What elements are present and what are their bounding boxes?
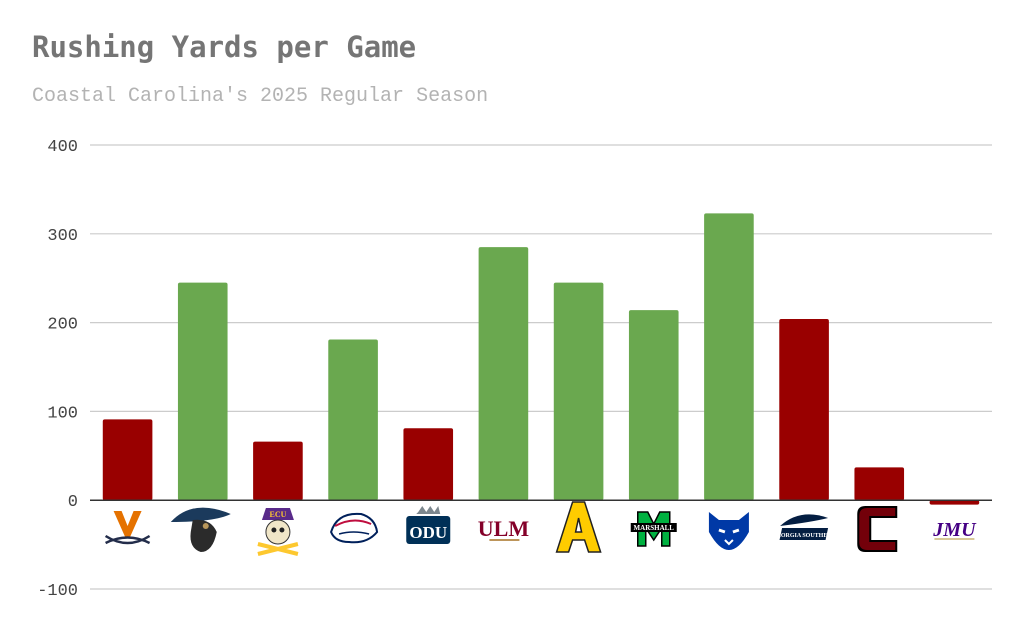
y-tick-label: 400: [47, 138, 78, 157]
logo-label: ECU: [269, 510, 286, 519]
ulm-warhawks-logo: ULM: [478, 516, 530, 541]
c-letter: [859, 508, 896, 550]
bar: [177, 282, 228, 501]
bar: [779, 319, 829, 501]
y-tick-label: -100: [37, 582, 78, 601]
eyes: [718, 528, 740, 534]
logo-label: JMU: [932, 519, 977, 541]
stripe: [334, 519, 372, 527]
y-axis-ticks: -100 0 100 200 300 400: [37, 138, 78, 601]
bar: [253, 441, 303, 501]
logo-label: GEORGIA SOUTHERN: [772, 533, 837, 539]
bar: [102, 419, 153, 501]
chart-subtitle: Coastal Carolina's 2025 Regular Season: [32, 85, 489, 108]
georgia-state-panther-logo: [708, 512, 749, 550]
crossbones: [257, 542, 299, 556]
a-letter: [555, 501, 602, 553]
virginia-v-sabres-logo: [104, 511, 151, 545]
jmu-logo: JMU: [932, 519, 977, 541]
sabre: [104, 534, 151, 545]
stripe: [338, 531, 370, 535]
v-shape: [113, 511, 142, 538]
hat-emblem: [202, 523, 209, 529]
face: [190, 519, 217, 552]
logo-band: [779, 528, 829, 540]
logo-label: ODU: [409, 523, 447, 542]
marshall-m-logo: MARSHALL: [630, 511, 677, 547]
y-tick-label: 100: [47, 404, 78, 423]
jaguar-head: [330, 512, 379, 544]
bar: [328, 339, 378, 501]
hat: [261, 508, 294, 520]
eye: [279, 527, 285, 533]
south-alabama-jaguar-logo: [330, 512, 379, 544]
y-tick-label: 200: [47, 316, 78, 335]
logo-label: MARSHALL: [634, 524, 675, 532]
charlotte-pirate-logo: [170, 507, 231, 552]
bar: [553, 282, 604, 501]
sabre: [105, 536, 151, 545]
bars: [102, 213, 980, 505]
south-carolina-gamecock-logo: [857, 506, 898, 552]
logo-block: [406, 516, 451, 544]
odu-monarchs-logo: ODU: [406, 506, 451, 544]
chart-title: Rushing Yards per Game: [32, 30, 417, 64]
gridlines: [90, 144, 992, 590]
y-tick-label: 300: [47, 227, 78, 246]
logo-label: ULM: [478, 516, 530, 541]
bar: [929, 500, 980, 505]
eye: [271, 527, 277, 533]
crown: [416, 506, 441, 514]
eagle-head: [780, 514, 829, 526]
bar: [628, 310, 679, 501]
skull: [265, 519, 291, 545]
bar: [854, 467, 905, 501]
bar: [403, 428, 454, 501]
georgia-southern-eagle-logo: GEORGIA SOUTHERN: [772, 514, 837, 540]
mouth: [724, 539, 734, 546]
team-logos: ECU ODU ULM MARSHALL GEORGIA SOUTHERN JMU: [104, 501, 977, 556]
gamecock: [877, 520, 890, 534]
hat: [170, 507, 231, 522]
ecu-pirate-skull-logo: ECU: [257, 508, 299, 556]
bar: [478, 247, 529, 501]
app-state-a-logo: [555, 501, 602, 553]
y-tick-label: 0: [68, 493, 78, 512]
panther-head: [708, 512, 749, 550]
logo-band: [630, 523, 677, 532]
bar: [704, 213, 754, 501]
